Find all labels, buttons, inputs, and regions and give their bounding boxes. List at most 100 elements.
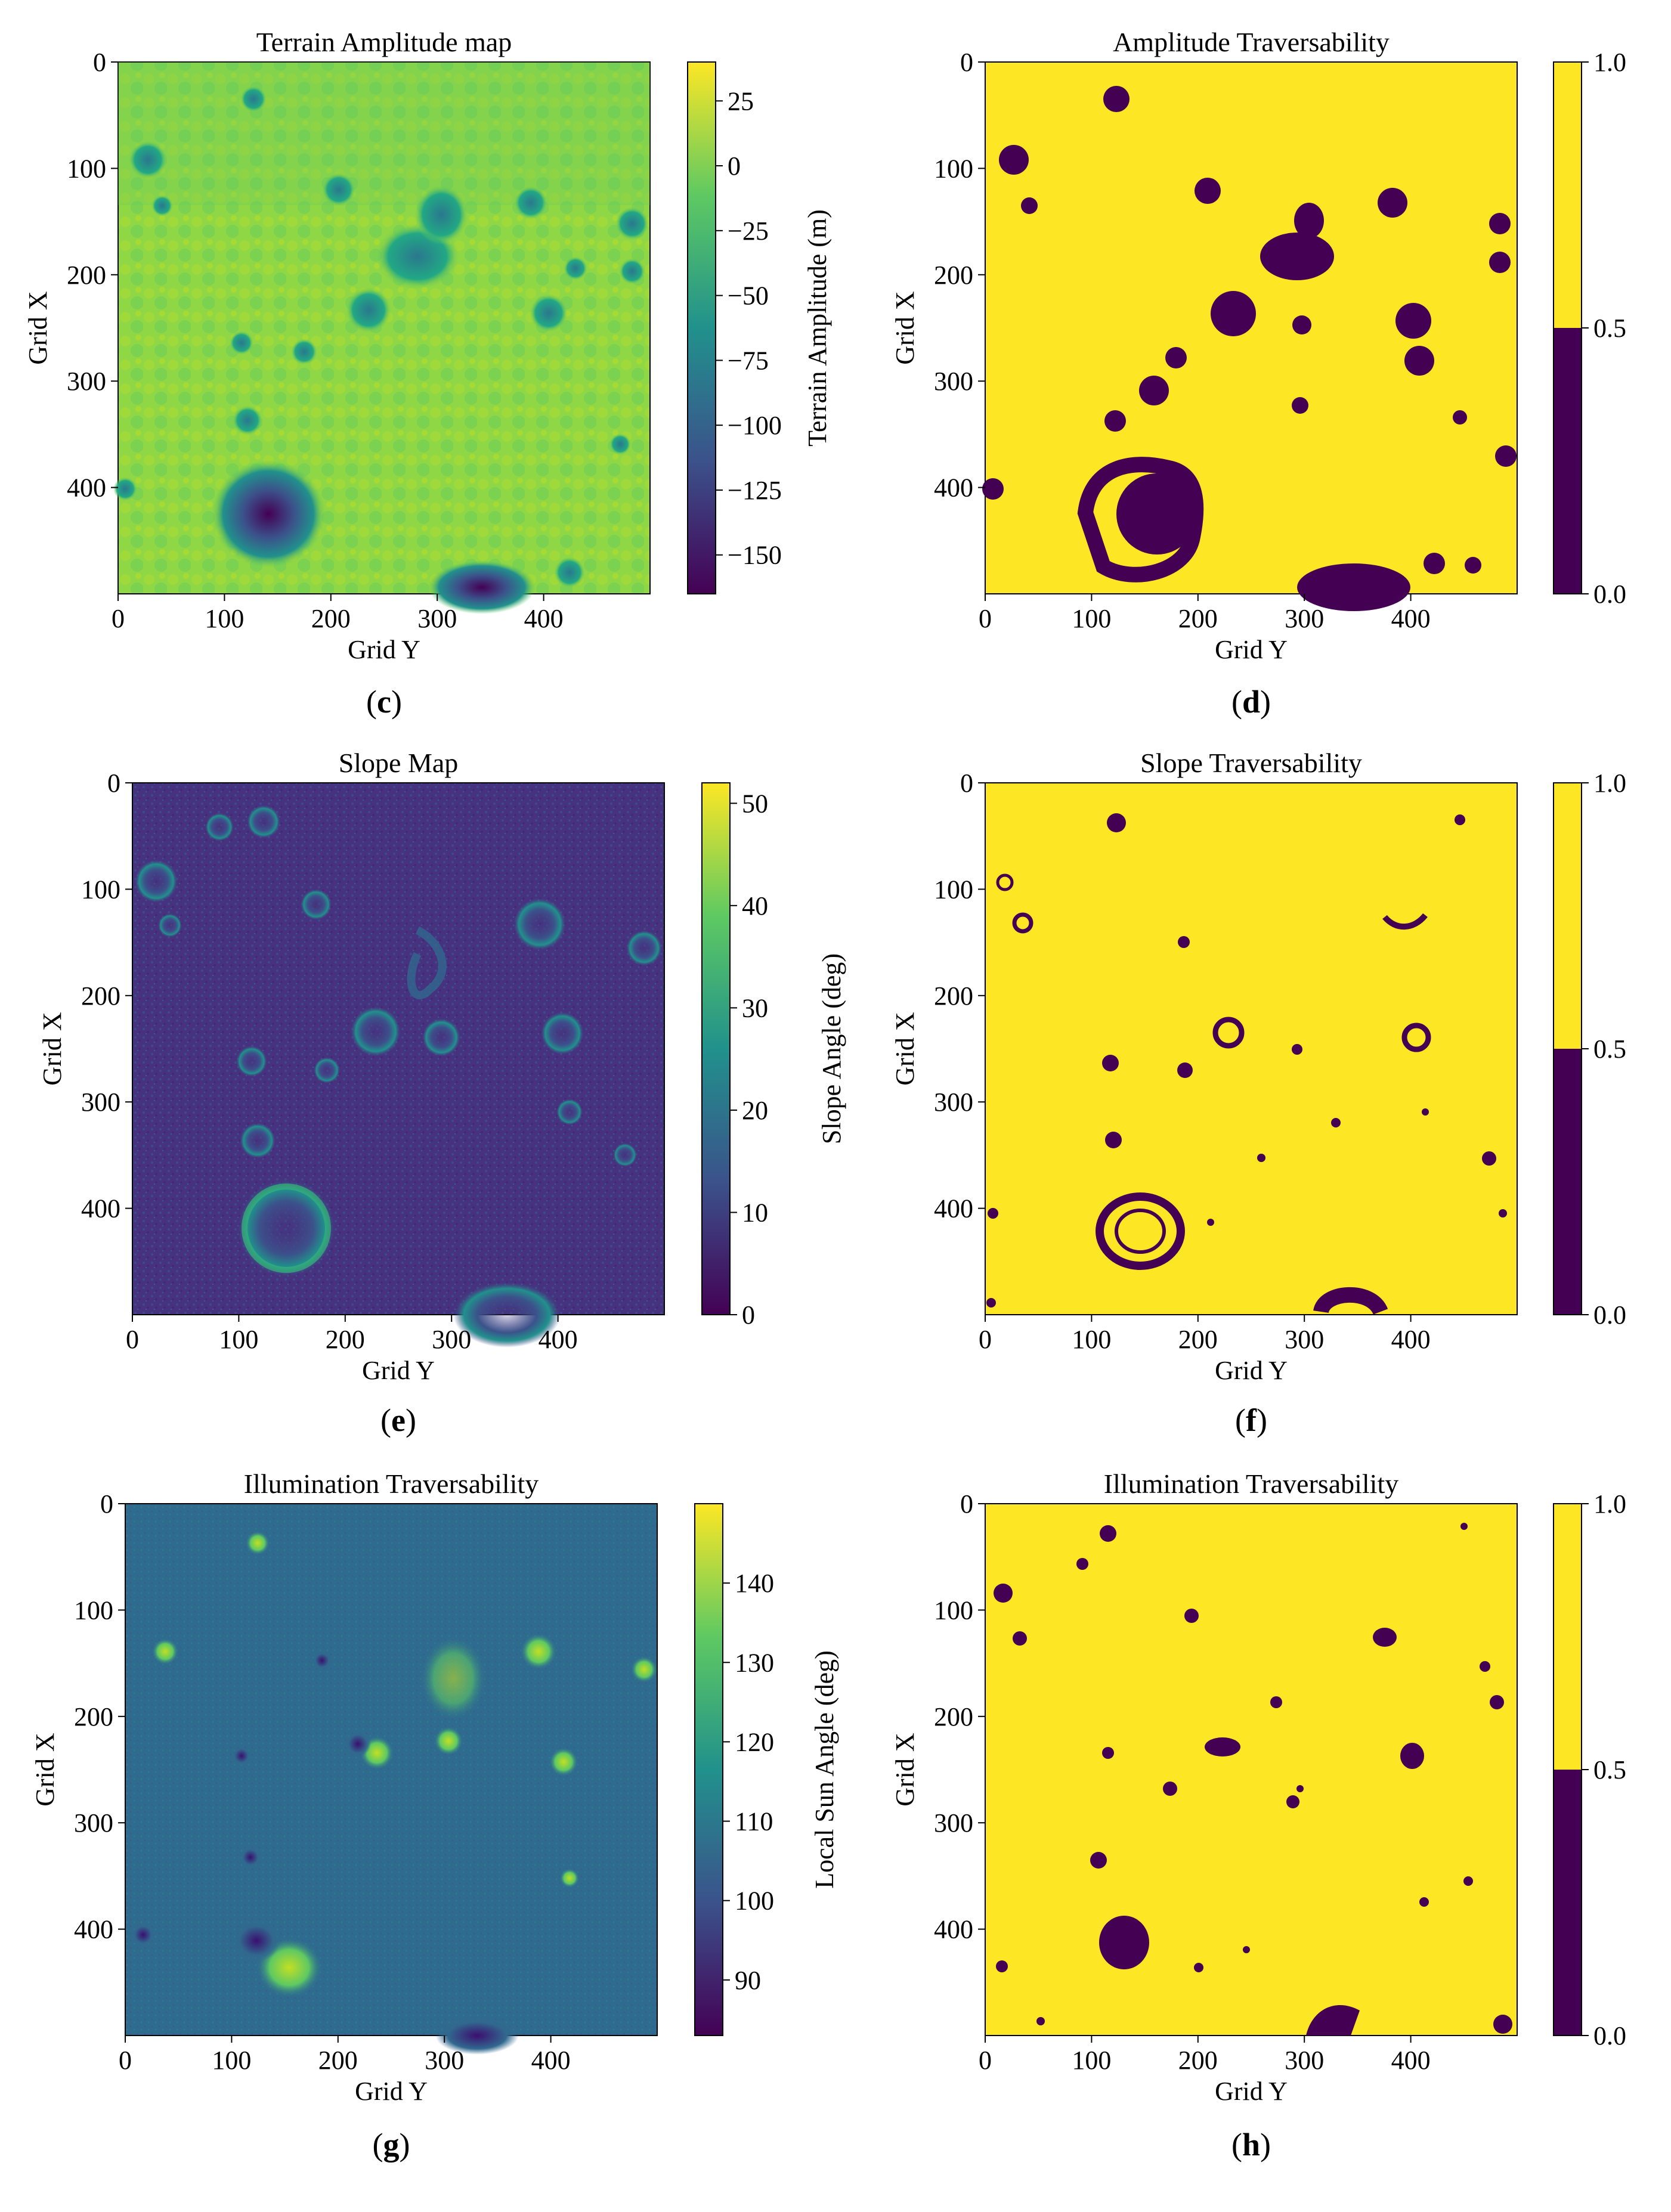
heatmap-image-h — [985, 1503, 1518, 2036]
x-axis-ticks: 0 100 200 300 400 — [126, 1315, 578, 1354]
y-tick-label: 300 — [934, 1808, 973, 1838]
x-tick-label: 400 — [1391, 2046, 1431, 2075]
colorbar-tick-label: 0 — [728, 151, 741, 181]
y-tick-label: 400 — [74, 1915, 113, 1944]
y-tick-label: 200 — [81, 981, 120, 1011]
colorbar-tick-label: 0 — [742, 1300, 755, 1330]
chart-title: Illumination Traversability — [244, 1469, 539, 1499]
y-axis-ticks: 0 100 200 300 400 — [934, 48, 985, 503]
x-axis-label: Grid Y — [362, 1356, 435, 1385]
x-tick-label: 400 — [1391, 1325, 1431, 1354]
y-tick-label: 300 — [74, 1808, 113, 1838]
colorbar-tick-label: 1.0 — [1593, 1489, 1626, 1519]
colorbar-tick-label: 110 — [735, 1807, 773, 1836]
x-tick-label: 100 — [219, 1325, 258, 1354]
colorbar-tick-label: 25 — [728, 86, 754, 116]
heatmap-image-g — [125, 1503, 658, 2055]
y-tick-label: 0 — [960, 769, 973, 798]
colorbar-tick-label: 20 — [742, 1096, 768, 1125]
y-axis-label: Grid X — [890, 1733, 920, 1806]
y-axis-label: Grid X — [30, 1733, 60, 1806]
x-tick-label: 100 — [1072, 604, 1111, 633]
colorbar-tick-label: −150 — [728, 541, 782, 570]
colorbar-high-segment — [1554, 1504, 1582, 1770]
colorbar-tick-label: 40 — [742, 891, 768, 921]
colorbar: 1.0 0.5 0.0 — [1553, 48, 1626, 609]
x-tick-label: 0 — [979, 2046, 992, 2075]
heatmap-image-f — [985, 782, 1518, 1316]
x-axis-label: Grid Y — [355, 2077, 428, 2106]
y-tick-label: 300 — [81, 1088, 120, 1117]
x-tick-label: 0 — [979, 1325, 992, 1354]
panel-caption: (f) — [1235, 1402, 1267, 1438]
chart-title: Illumination Traversability — [1104, 1469, 1398, 1499]
x-axis-ticks: 0 100 200 300 400 — [979, 2036, 1431, 2075]
x-axis-ticks: 0 100 200 300 400 — [979, 1315, 1431, 1354]
y-axis-label: Grid X — [890, 291, 920, 364]
y-tick-label: 400 — [934, 473, 973, 503]
colorbar-low-segment — [1554, 328, 1582, 594]
x-tick-label: 300 — [417, 604, 457, 633]
colorbar-tick-label: 10 — [742, 1198, 768, 1227]
x-tick-label: 200 — [1178, 1325, 1218, 1354]
x-tick-label: 0 — [112, 604, 125, 633]
colorbar-tick-label: 130 — [735, 1648, 774, 1677]
colorbar-tick-label: −125 — [728, 476, 782, 505]
colorbar: 1.0 0.5 0.0 — [1553, 1489, 1626, 2050]
colorbar-tick-label: 0.0 — [1593, 2021, 1626, 2050]
y-tick-label: 100 — [67, 154, 106, 183]
panel-h-illumination-traversability: Illumination Traversability 0 100 200 300 400… — [890, 1469, 1626, 2163]
colorbar-low-segment — [1554, 1770, 1582, 2036]
x-axis-ticks: 0 100 200 300 400 — [112, 594, 564, 633]
colorbar-tick-label: 0.0 — [1593, 1300, 1626, 1330]
y-axis-label: Grid X — [23, 291, 52, 364]
colorbar-tick-label: −100 — [728, 411, 782, 440]
x-axis-label: Grid Y — [1215, 2077, 1288, 2106]
y-tick-label: 100 — [934, 154, 973, 183]
panel-caption: (d) — [1231, 684, 1271, 720]
x-tick-label: 200 — [311, 604, 351, 633]
y-tick-label: 100 — [934, 1596, 973, 1625]
x-tick-label: 200 — [326, 1325, 365, 1354]
x-tick-label: 200 — [318, 2046, 358, 2075]
y-tick-label: 0 — [107, 769, 120, 798]
heatmap-image-c — [113, 61, 651, 614]
x-tick-label: 400 — [524, 604, 564, 633]
y-tick-label: 200 — [934, 981, 973, 1011]
colorbar-high-segment — [1554, 783, 1582, 1049]
colorbar-gradient — [702, 783, 730, 1315]
colorbar-gradient — [695, 1504, 723, 2036]
y-tick-label: 200 — [74, 1702, 113, 1731]
x-tick-label: 300 — [425, 2046, 464, 2075]
x-tick-label: 400 — [539, 1325, 578, 1354]
heatmap-image-e — [132, 782, 665, 1347]
y-axis-ticks: 0 100 200 300 400 — [934, 1489, 985, 1944]
x-tick-label: 200 — [1178, 2046, 1218, 2075]
x-tick-label: 200 — [1178, 604, 1218, 633]
y-tick-label: 200 — [67, 261, 106, 290]
x-tick-label: 400 — [1391, 604, 1431, 633]
chart-title: Slope Map — [339, 748, 459, 778]
colorbar: 25 0 −25 −50 −75 −100 −125 −150 Terrain Amplitud… — [687, 61, 832, 594]
colorbar-tick-label: 140 — [735, 1569, 774, 1598]
colorbar-high-segment — [1554, 62, 1582, 328]
y-tick-label: 200 — [934, 261, 973, 290]
x-axis-label: Grid Y — [1215, 1356, 1288, 1385]
colorbar-tick-label: 0.0 — [1593, 580, 1626, 609]
colorbar-tick-label: 120 — [735, 1727, 774, 1756]
panel-g-illumination-sun-angle: Illumination Traversability 0 100 200 300 400… — [30, 1469, 839, 2163]
y-axis-ticks: 0 100 200 300 400 — [81, 769, 132, 1223]
x-axis-ticks: 0 100 200 300 400 — [979, 594, 1431, 633]
colorbar-tick-label: 100 — [735, 1886, 774, 1916]
y-tick-label: 400 — [81, 1194, 120, 1223]
y-tick-label: 300 — [67, 367, 106, 396]
x-axis-label: Grid Y — [348, 635, 420, 664]
x-tick-label: 100 — [1072, 2046, 1111, 2075]
y-tick-label: 400 — [934, 1915, 973, 1944]
panel-caption: (g) — [373, 2127, 410, 2163]
chart-title: Terrain Amplitude map — [256, 27, 512, 57]
y-axis-ticks: 0 100 200 300 400 — [67, 48, 118, 503]
y-tick-label: 0 — [100, 1489, 113, 1519]
y-tick-label: 400 — [934, 1194, 973, 1223]
x-tick-label: 100 — [1072, 1325, 1111, 1354]
